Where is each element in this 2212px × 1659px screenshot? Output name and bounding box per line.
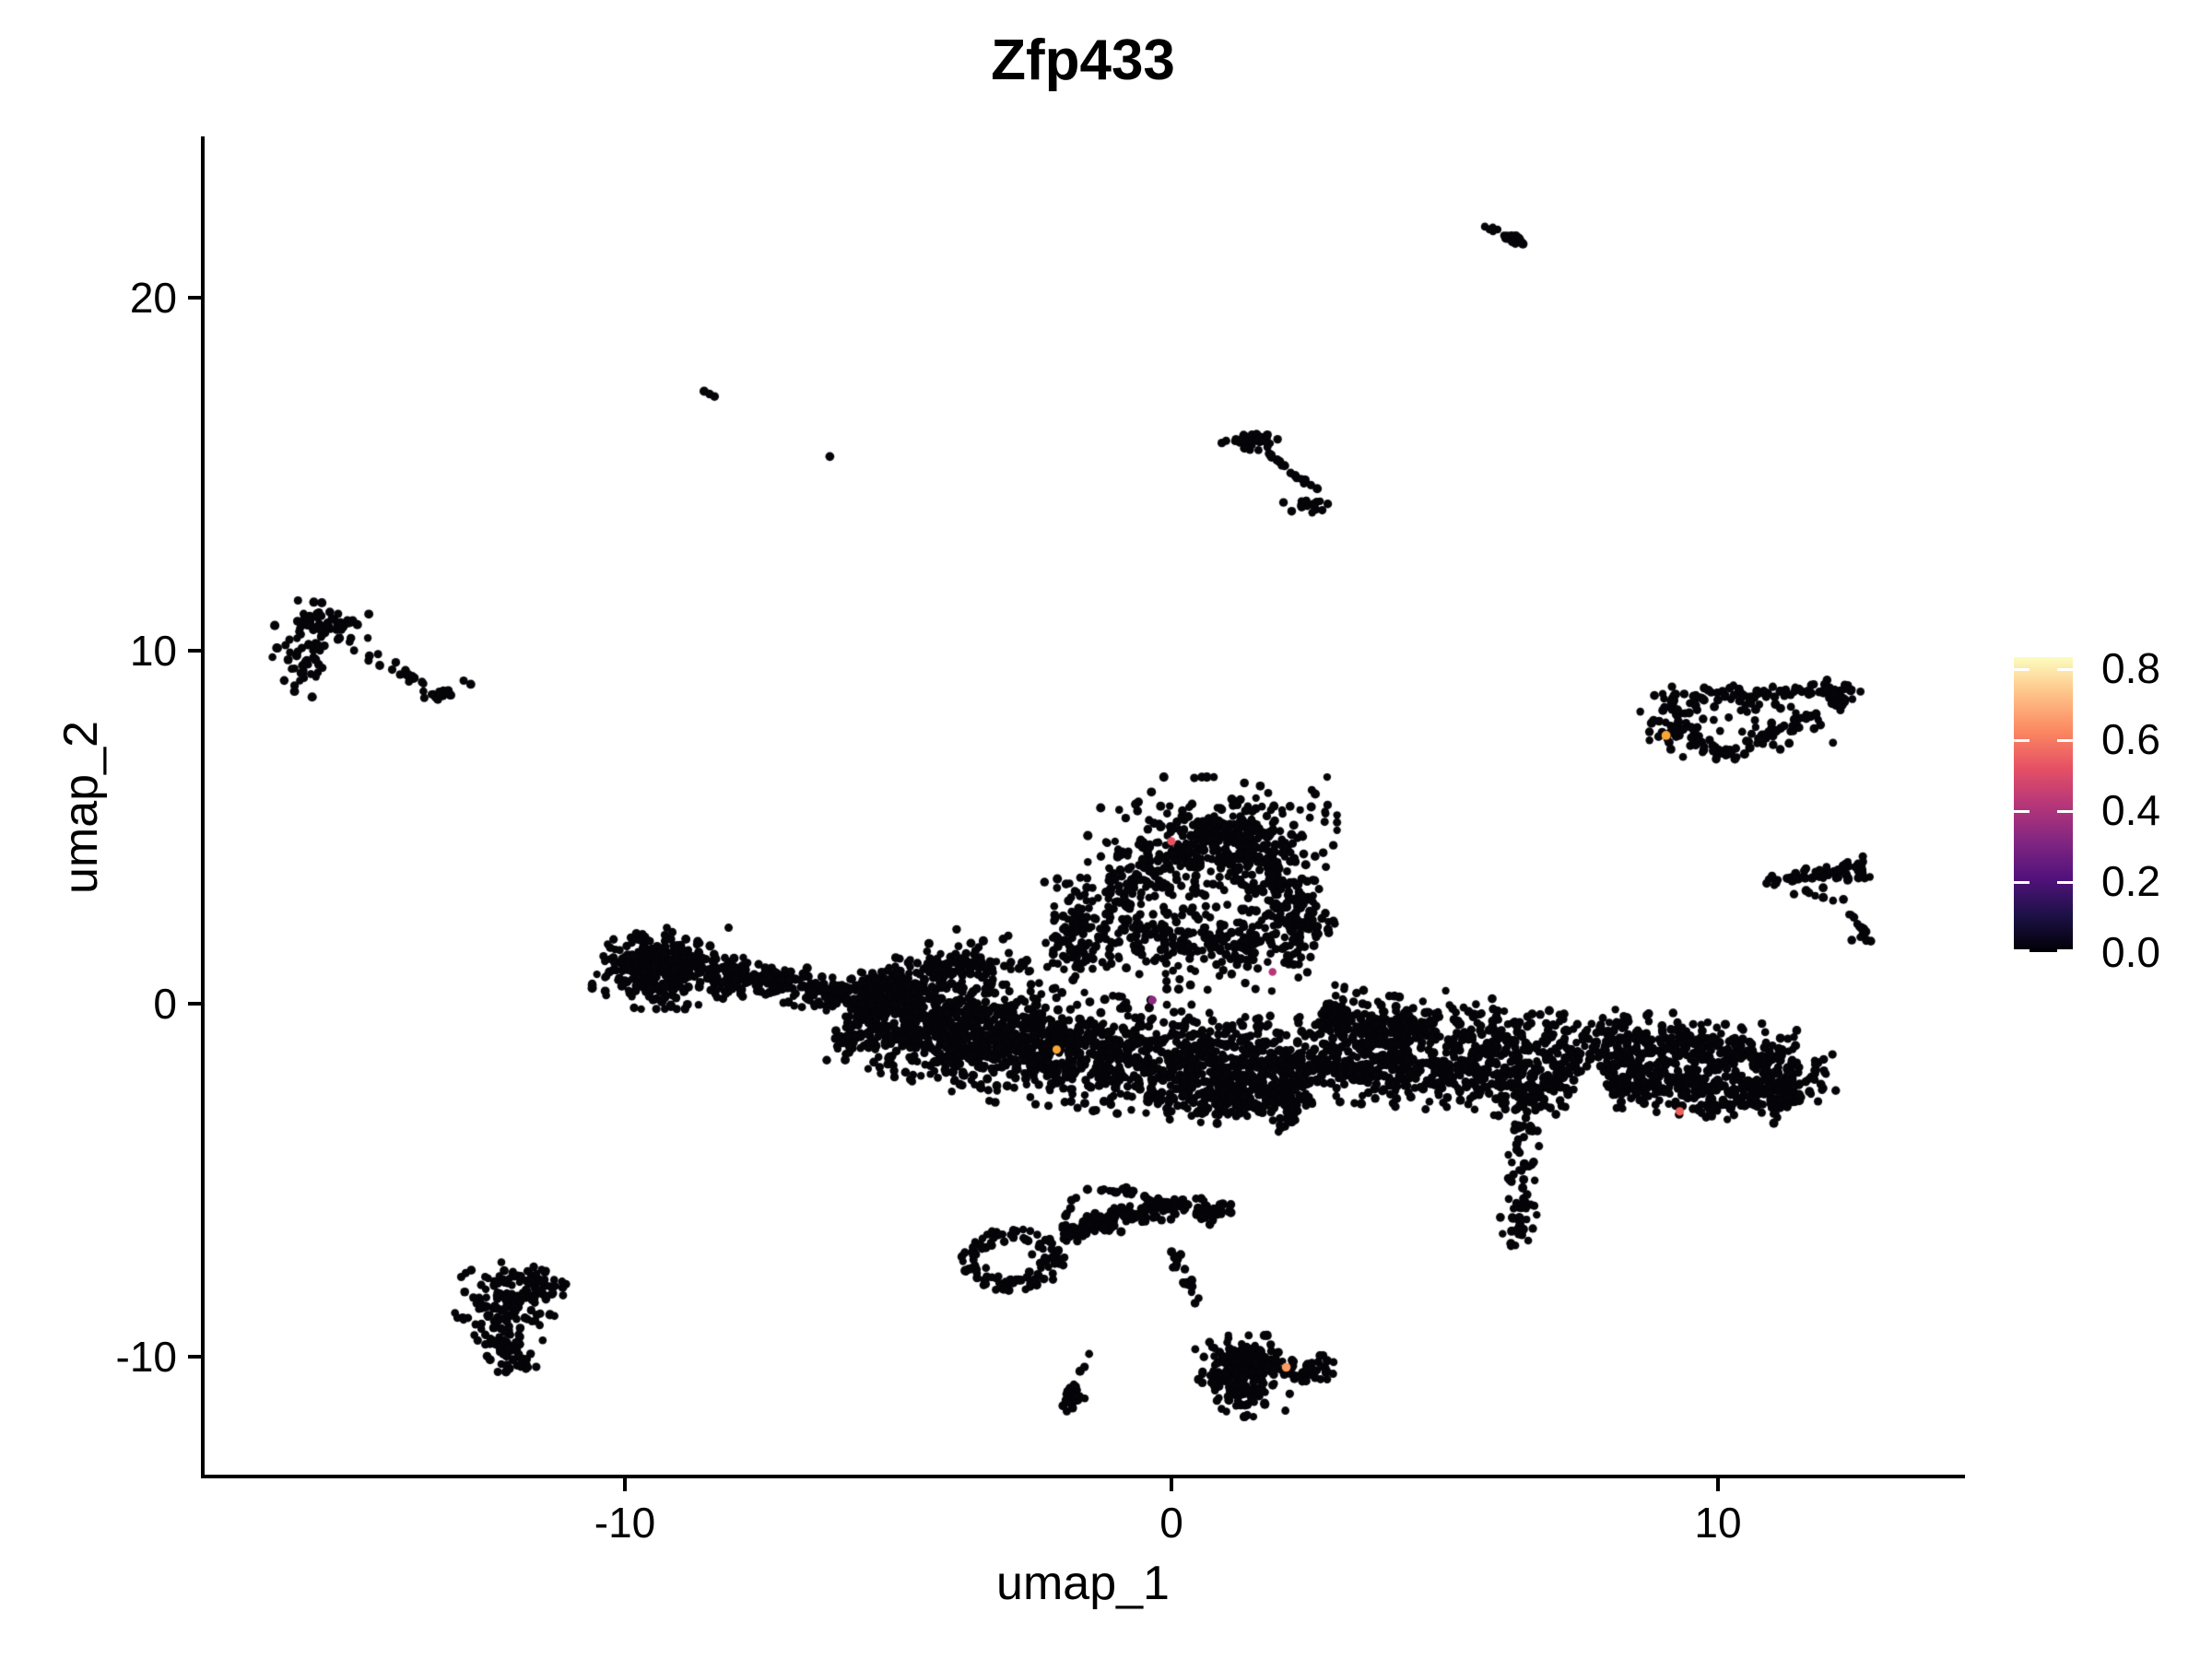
y-tick-mark (188, 649, 201, 653)
y-tick-mark (188, 1355, 201, 1359)
y-axis-title: umap_2 (54, 721, 108, 894)
x-tick-label: 10 (1694, 1499, 1742, 1547)
y-axis-line (201, 136, 205, 1478)
expression-colorbar (2014, 657, 2073, 952)
colorbar-tick-mark (2014, 668, 2030, 671)
y-tick-label: 0 (153, 980, 177, 1028)
colorbar-tick-label: 0.2 (2101, 857, 2160, 905)
x-tick-mark (1716, 1478, 1720, 1491)
y-tick-mark (188, 296, 201, 300)
x-tick-mark (1170, 1478, 1173, 1491)
colorbar-tick-label: 0.8 (2101, 644, 2160, 692)
x-axis-title: umap_1 (996, 1557, 1170, 1610)
colorbar-tick-mark (2057, 739, 2073, 742)
colorbar-tick-mark (2057, 949, 2073, 952)
x-tick-label: 0 (1159, 1499, 1183, 1547)
colorbar-tick-label: 0.6 (2101, 715, 2160, 763)
colorbar-tick-mark (2014, 810, 2030, 813)
y-tick-label: 10 (129, 627, 177, 675)
plot-title: Zfp433 (991, 29, 1175, 92)
y-tick-label: 20 (129, 274, 177, 322)
colorbar-tick-label: 0.4 (2101, 786, 2160, 834)
colorbar-tick-mark (2057, 810, 2073, 813)
colorbar-tick-mark (2057, 668, 2073, 671)
x-axis-line (201, 1475, 1965, 1478)
x-tick-label: -10 (594, 1499, 656, 1547)
colorbar-tick-mark (2014, 881, 2030, 884)
x-tick-mark (623, 1478, 627, 1491)
colorbar-tick-label: 0.0 (2101, 928, 2160, 976)
y-tick-label: -10 (115, 1333, 177, 1381)
colorbar-tick-mark (2014, 949, 2030, 952)
y-tick-mark (188, 1002, 201, 1006)
colorbar-tick-mark (2057, 881, 2073, 884)
colorbar-tick-mark (2014, 739, 2030, 742)
